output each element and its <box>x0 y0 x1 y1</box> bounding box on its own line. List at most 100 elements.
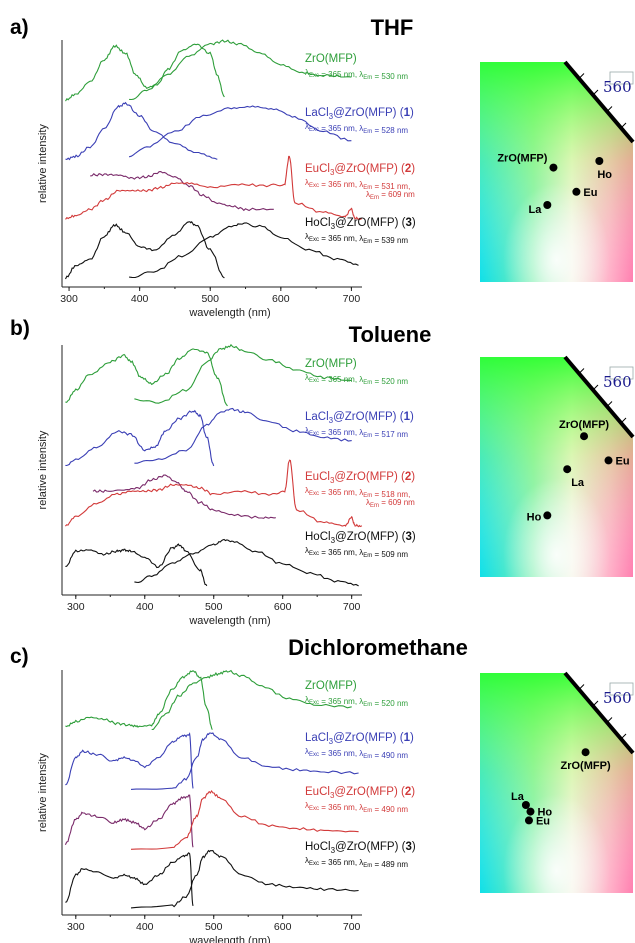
spectrum-zro-emission <box>151 669 352 731</box>
cie-point <box>524 816 533 825</box>
label-zro-wavelengths: λExc = 365 nm, λEm = 520 nm <box>305 373 408 386</box>
panel-letter: c) <box>10 645 29 668</box>
spectrum-la-excitation <box>65 409 215 467</box>
cie-diagram: 560 ZrO(MFP) Eu La Ho <box>480 355 635 577</box>
spectrum-eu-emission <box>130 790 359 850</box>
x-tick-label: 400 <box>131 293 149 305</box>
spectrum-la-emission <box>130 732 359 790</box>
label-la-name: LaCl3@ZrO(MFP) (1) <box>305 411 414 425</box>
label-la-name: LaCl3@ZrO(MFP) (1) <box>305 107 414 121</box>
x-tick-label: 700 <box>343 293 361 305</box>
cie-wavelength-tick: 560 <box>603 78 632 96</box>
cie-locus-tick <box>606 401 613 407</box>
cie-point <box>580 432 589 441</box>
cie-locus-tick <box>578 684 585 690</box>
x-tick-label: 400 <box>136 921 154 933</box>
cie-point-label: Ho <box>597 169 612 181</box>
x-tick-label: 600 <box>272 293 290 305</box>
label-ho-wavelengths: λExc = 365 nm, λEm = 489 nm <box>305 856 408 869</box>
cie-grid-box <box>609 71 634 85</box>
label-zro-name: ZrO(MFP) <box>305 53 357 65</box>
cie-locus-tick <box>578 368 585 374</box>
x-tick-label: 500 <box>205 601 223 613</box>
label-ho-name: HoCl3@ZrO(MFP) (3) <box>305 841 416 855</box>
x-tick-label: 700 <box>343 921 361 933</box>
cie-point-label: Eu <box>583 187 597 199</box>
x-tick-label: 300 <box>67 921 85 933</box>
cie-locus-edge <box>563 355 635 439</box>
spectrum-eu-excitation <box>64 794 194 848</box>
y-axis-title: relative intensity <box>37 124 49 203</box>
cie-point-label: La <box>511 791 525 803</box>
cie-locus-edge <box>563 671 635 755</box>
panel-3: c) Dichloromethane 300 400 500 600 700 waveleng… <box>10 635 635 943</box>
cie-point-label: ZrO(MFP) <box>559 419 609 431</box>
spectrum-la-excitation <box>65 732 194 789</box>
label-eu-name: EuCl3@ZrO(MFP) (2) <box>305 786 415 800</box>
label-la-wavelengths: λExc = 365 nm, λEm = 517 nm <box>305 426 408 439</box>
cie-point <box>521 801 530 809</box>
cie-locus-tick <box>592 700 599 707</box>
y-axis-title: relative intensity <box>37 430 49 509</box>
panel-2: b) Toluene 300 400 500 600 700 wavelength (nm) r… <box>10 317 635 627</box>
cie-point-label: Ho <box>527 511 542 523</box>
x-tick-label: 500 <box>201 293 219 305</box>
cie-point-label: La <box>571 477 585 489</box>
x-tick-label: 300 <box>60 293 78 305</box>
spectrum-eu-emission <box>64 459 363 528</box>
label-ho-name: HoCl3@ZrO(MFP) (3) <box>305 531 416 545</box>
label-la-name: LaCl3@ZrO(MFP) (1) <box>305 732 414 746</box>
cie-locus-tick <box>620 122 627 129</box>
cie-wavelength-tick: 560 <box>603 373 632 391</box>
cie-point-label: ZrO(MFP) <box>561 760 611 772</box>
x-axis-title: wavelength (nm) <box>188 935 270 943</box>
cie-point <box>604 456 613 465</box>
spectrum-ho-excitation <box>65 543 208 587</box>
label-ho-wavelengths: λExc = 365 nm, λEm = 509 nm <box>305 546 408 559</box>
cie-point-label: Eu <box>536 815 550 827</box>
panel-title: THF <box>371 15 414 40</box>
cie-locus-tick <box>592 384 599 391</box>
label-eu-name: EuCl3@ZrO(MFP) (2) <box>305 163 415 177</box>
spectrum-la-emission <box>128 105 352 158</box>
cie-point <box>543 201 552 209</box>
spectrum-zro-excitation <box>65 43 225 102</box>
cie-point-label: Ho <box>537 807 552 819</box>
cie-point <box>563 465 572 474</box>
cie-locus-tick <box>606 106 613 112</box>
cie-point <box>595 157 604 165</box>
cie-point-label: Eu <box>616 455 630 467</box>
spectrum-zro-excitation <box>65 348 228 407</box>
panel-letter: b) <box>10 317 30 340</box>
spectrum-ho-emission <box>134 538 359 587</box>
label-eu-wavelengths: λExc = 365 nm, λEm = 518 nm, <box>305 486 410 499</box>
label-ho-wavelengths: λExc = 365 nm, λEm = 539 nm <box>305 232 408 245</box>
x-tick-label: 700 <box>343 601 361 613</box>
spectrum-eu-excitation <box>92 474 276 519</box>
cie-point-label: ZrO(MFP) <box>497 153 547 165</box>
spectrum-zro-emission <box>129 39 352 101</box>
panel-title: Dichloromethane <box>288 635 468 660</box>
spectrum-ho-emission <box>130 849 359 909</box>
cie-locus-tick <box>606 717 613 723</box>
label-zro-name: ZrO(MFP) <box>305 680 357 692</box>
cie-locus-tick <box>620 417 627 424</box>
spectrum-la-emission <box>134 407 352 464</box>
x-axis-title: wavelength (nm) <box>188 307 270 319</box>
label-eu-wavelengths: λExc = 365 nm, λEm = 531 nm, <box>305 178 410 191</box>
x-axis-title: wavelength (nm) <box>188 615 270 627</box>
label-eu-wavelengths: λExc = 365 nm, λEm = 490 nm <box>305 801 408 814</box>
spectrum-eu-emission <box>65 155 363 221</box>
spectrum-ho-emission <box>129 222 359 279</box>
cie-grid-box <box>609 682 634 696</box>
cie-point-label: La <box>528 204 542 216</box>
x-tick-label: 600 <box>274 921 292 933</box>
x-tick-label: 400 <box>136 601 154 613</box>
spectrum-ho-excitation <box>65 220 225 280</box>
cie-point <box>543 511 552 520</box>
panel-1: a) THF 300 400 500 600 700 wavelength (nm) relat… <box>10 15 635 319</box>
cie-point <box>581 748 590 757</box>
